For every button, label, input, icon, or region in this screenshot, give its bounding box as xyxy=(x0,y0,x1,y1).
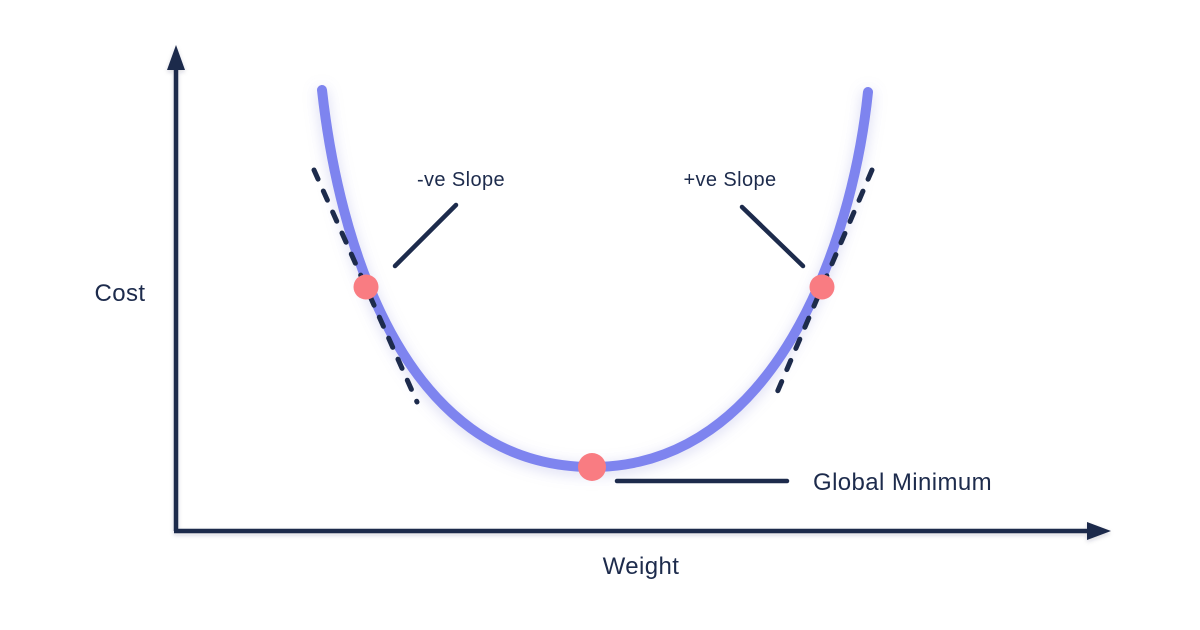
x-axis-label: Weight xyxy=(603,553,680,580)
cost-curve xyxy=(317,85,873,473)
x-axis-arrow-icon xyxy=(1087,522,1111,540)
y-axis-arrow-icon xyxy=(167,45,185,70)
positive-slope-label: +ve Slope xyxy=(683,169,776,191)
positive-slope-point xyxy=(809,274,835,300)
y-axis-label: Cost xyxy=(95,280,146,307)
global-minimum-point xyxy=(578,453,606,481)
axes xyxy=(167,45,1111,540)
negative-slope-pointer-line xyxy=(392,202,459,269)
global-minimum-label: Global Minimum xyxy=(813,469,992,496)
negative-slope-point xyxy=(353,274,379,300)
positive-slope-pointer-line xyxy=(739,204,806,269)
negative-slope-label: -ve Slope xyxy=(417,169,505,191)
